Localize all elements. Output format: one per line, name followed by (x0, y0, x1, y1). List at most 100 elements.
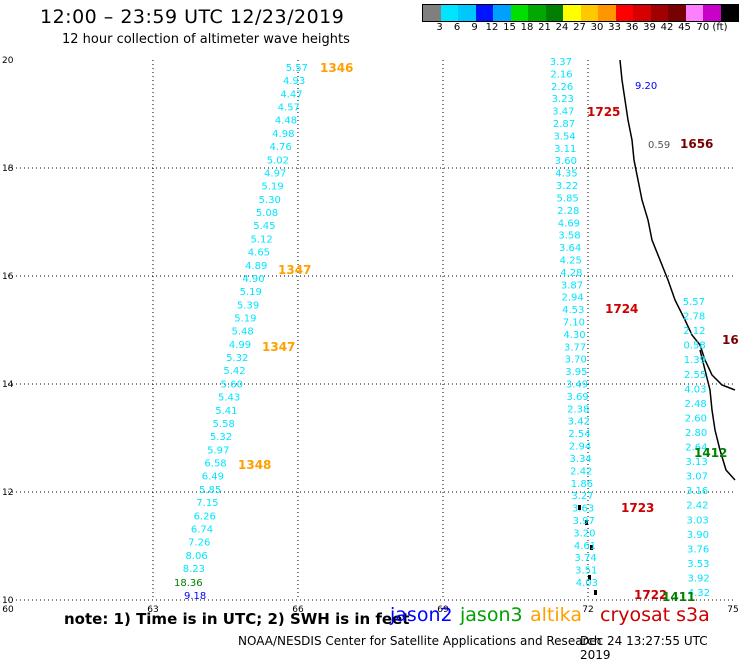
swh-label: 7.15 (196, 498, 218, 509)
swh-label: 4.99 (229, 340, 251, 351)
swh-label: 2.55 (684, 370, 706, 381)
swh-label: 3.53 (687, 559, 709, 570)
swh-label: 4.65 (248, 248, 270, 259)
swh-label: 5.57 (286, 63, 308, 74)
pass-id-label: 16 (722, 333, 739, 347)
color-swatch (633, 5, 651, 21)
color-swatch (685, 5, 703, 21)
color-swatch (458, 5, 476, 21)
swh-label: 2.60 (685, 413, 707, 424)
swh-label: 5.02 (267, 155, 289, 166)
swh-label: 3.51 (575, 566, 597, 577)
swh-label: 3.13 (685, 457, 707, 468)
y-tick-label: 14 (2, 380, 14, 390)
island (578, 505, 581, 510)
island (594, 590, 597, 595)
swh-label: 3.20 (573, 528, 595, 539)
swh-label: 6.26 (194, 511, 216, 522)
swh-label: 3.77 (564, 342, 586, 353)
swh-label: 4.93 (283, 76, 305, 87)
swh-label: 4.61 (574, 541, 596, 552)
color-scale-label: 30 (590, 22, 604, 33)
swh-label: 0.59 (648, 140, 670, 151)
swh-label: 6.74 (191, 524, 213, 535)
swh-label: 1.39 (684, 355, 706, 366)
swh-label: 2.28 (557, 206, 579, 217)
swh-label: 4.28 (560, 268, 582, 279)
swh-label: 5.60 (221, 379, 243, 390)
footer-note: note: 1) Time is in UTC; 2) SWH is in fe… (64, 610, 410, 628)
island (588, 575, 591, 580)
swh-label: 4.76 (269, 142, 291, 153)
swh-label: 5.39 (237, 300, 259, 311)
pass-id-label: 1411 (662, 590, 695, 604)
y-tick-label: 18 (2, 164, 14, 174)
swh-label: 3.37 (550, 57, 572, 68)
swh-label: 9.20 (635, 81, 657, 92)
color-swatch (475, 5, 493, 21)
color-scale-label: 45 (678, 22, 691, 33)
island (590, 545, 593, 550)
swh-label: 2.48 (684, 399, 706, 410)
swh-label: 3.23 (552, 94, 574, 105)
pass-id-label: 1723 (621, 501, 654, 515)
swh-label: 1.86 (571, 479, 593, 490)
swh-label: 3.95 (565, 367, 587, 378)
swh-label: 3.63 (572, 504, 594, 515)
pass-id-label: 1724 (605, 302, 638, 316)
swh-label: 3.47 (552, 107, 574, 118)
swh-label: 2.42 (570, 466, 592, 477)
swh-label: 3.60 (555, 156, 577, 167)
swh-label: 5.19 (261, 182, 283, 193)
swh-label: 7.26 (188, 538, 210, 549)
color-scale-label: 36 (625, 22, 639, 33)
y-tick-label: 20 (2, 56, 14, 66)
swh-label: 2.26 (551, 82, 573, 93)
swh-label: 2.12 (683, 326, 705, 337)
color-swatch (563, 5, 581, 21)
color-scale-label: 27 (573, 22, 586, 33)
swh-label: 4.35 (555, 169, 577, 180)
swh-label: 9.18 (184, 591, 206, 602)
x-tick-label: 75 (727, 605, 738, 615)
swh-label: 5.19 (234, 314, 256, 325)
pass-id-label: 1412 (694, 446, 727, 460)
swh-label: 3.87 (561, 280, 583, 291)
swh-label: 7.10 (563, 318, 585, 329)
swh-label: 5.48 (232, 327, 254, 338)
swh-label: 3.27 (571, 491, 593, 502)
swh-label: 3.49 (566, 380, 588, 391)
color-scale-label: 33 (608, 22, 621, 33)
swh-label: 2.16 (550, 69, 572, 80)
swh-label: 4.48 (275, 116, 297, 127)
color-swatch (668, 5, 686, 21)
swh-label: 2.38 (567, 404, 589, 415)
island (585, 520, 588, 525)
swh-label: 5.57 (683, 297, 705, 308)
swh-label: 0.58 (683, 341, 705, 352)
pass-id-label: 1347 (262, 340, 295, 354)
y-tick-label: 10 (2, 596, 14, 606)
swh-label: 5.08 (256, 208, 278, 219)
swh-label: 5.19 (240, 287, 262, 298)
swh-label: 4.57 (278, 103, 300, 114)
pass-id-label: 1722 (634, 588, 667, 602)
swh-label: 8.23 (183, 564, 205, 575)
swh-label: 4.53 (562, 305, 584, 316)
swh-label: 3.16 (686, 486, 708, 497)
swh-label: 3.69 (566, 392, 588, 403)
swh-label: 4.89 (245, 261, 267, 272)
swh-label: 5.97 (207, 445, 229, 456)
swh-label: 3.70 (565, 355, 587, 366)
x-tick-label: 63 (147, 605, 158, 615)
swh-label: 2.78 (683, 312, 705, 323)
swh-label: 3.74 (574, 553, 596, 564)
color-scale-labels: 3 6 9 12 15 18 21 24 27 30 33 36 39 42 45 70 (ft) (422, 22, 740, 34)
swh-label: 4.03 (576, 578, 598, 589)
swh-label: 3.58 (558, 231, 580, 242)
swh-label: 3.64 (559, 243, 581, 254)
coastline (699, 349, 736, 481)
swh-label: 5.85 (557, 193, 579, 204)
swh-label: 3.76 (687, 544, 709, 555)
swh-label: 5.45 (253, 221, 275, 232)
